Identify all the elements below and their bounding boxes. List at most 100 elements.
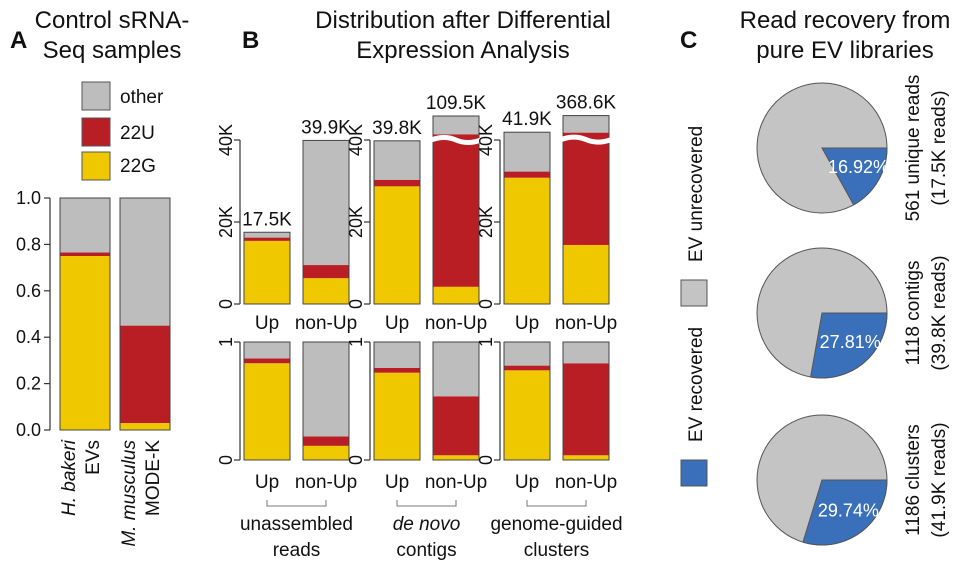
count-x-label: non-Up [295, 313, 357, 334]
bar-de-novo-contigs-up-other [374, 140, 420, 180]
bar-total-label: 109.5K [426, 93, 487, 114]
fraction-bar-outline [562, 341, 610, 461]
count-x-label: Up [255, 313, 279, 334]
fraction-bar-de-novo-contigs-up-22u [374, 367, 420, 373]
bar-outline-unassembled-reads-non-up [302, 139, 350, 305]
pie-1-caption: (17.5K reads) [929, 90, 950, 205]
fraction-bar-unassembled-reads-up-22u [244, 358, 290, 364]
bar-genome-guided-clusters-non-up-other [563, 115, 609, 133]
fraction-bar-genome-guided-clusters-non-up-22g [563, 455, 609, 460]
panel-b-count-tick-label: 0 [476, 299, 496, 309]
panel-a-category-label: M. musculus [119, 440, 140, 547]
legend-swatch-22g [81, 151, 111, 181]
fraction-bar-de-novo-contigs-up-other [374, 342, 420, 368]
panel-a-title-line-1: Control sRNA- [35, 7, 190, 34]
count-x-label: non-Up [425, 313, 487, 334]
panel-b-title-line-1: Distribution after Differential [315, 7, 611, 34]
fraction-bar-de-novo-contigs-non-up-22g [433, 455, 479, 460]
pie-3-caption: (41.9K reads) [929, 422, 950, 537]
bar-h-bakeri-evs-other [60, 198, 110, 253]
panel-b-title-line-2: Expression Analysis [356, 37, 569, 64]
panel-a-y-tick-label: 1.0 [16, 188, 41, 208]
bar-total-label: 39.8K [372, 118, 422, 139]
fraction-x-label: non-Up [295, 472, 357, 493]
panel-a-letter: A [10, 27, 27, 54]
axis-break-mark [560, 134, 612, 145]
fraction-bar-outline [243, 341, 291, 461]
legend-swatch-ev-unrecovered [680, 279, 708, 307]
pie-1-caption: 561 unique reads [903, 75, 924, 222]
bar-total-label: 39.9K [301, 117, 351, 138]
bar-total-label: 368.6K [556, 93, 617, 114]
panel-c-letter: C [680, 27, 697, 54]
bar-outline-de-novo-contigs-up [373, 140, 421, 305]
panel-b-fraction-tick-label: 0 [476, 455, 496, 465]
bar-unassembled-reads-up-22u [244, 237, 290, 241]
bar-total-label: 17.5K [242, 209, 292, 230]
bar-m-musculus-mode-k-22u [120, 325, 170, 424]
fraction-bar-genome-guided-clusters-up-other [504, 342, 550, 366]
fraction-bar-de-novo-contigs-non-up-22u [433, 396, 479, 456]
fraction-x-label: Up [515, 472, 539, 493]
fraction-bar-genome-guided-clusters-up-22g [504, 370, 550, 460]
bar-genome-guided-clusters-up-22u [504, 171, 550, 178]
fraction-bar-genome-guided-clusters-non-up-22u [563, 363, 609, 456]
bar-genome-guided-clusters-up-other [504, 132, 550, 172]
fraction-bar-outline [373, 341, 421, 461]
panel-a-category-label: H. bakeri [59, 439, 80, 516]
pie-2-caption: 1118 contigs [903, 261, 924, 366]
fraction-x-label: Up [385, 472, 409, 493]
panel-a-y-tick-label: 0.2 [16, 374, 41, 394]
fraction-bar-de-novo-contigs-up-22g [374, 372, 420, 460]
fraction-x-label: non-Up [425, 472, 487, 493]
bar-unassembled-reads-non-up-other [303, 140, 349, 266]
group-label: reads [273, 540, 321, 561]
bar-genome-guided-clusters-non-up-22u [563, 132, 609, 245]
panel-b-fraction-tick-label: 0 [346, 455, 366, 465]
legend-label-ev-unrecovered: EV unrecovered [686, 126, 707, 262]
fraction-bar-unassembled-reads-non-up-other [303, 342, 349, 437]
fraction-bar-unassembled-reads-non-up-22u [303, 436, 349, 446]
bar-h-bakeri-evs-22g [60, 256, 110, 430]
pie-3-caption: 1186 clusters [903, 424, 924, 536]
bar-unassembled-reads-non-up-22g [303, 278, 349, 304]
bar-unassembled-reads-non-up-22u [303, 265, 349, 279]
pie-3-percent-label: 29.74% [818, 500, 879, 520]
bar-total-label: 41.9K [502, 109, 552, 130]
legend-label-other: other [120, 87, 164, 108]
group-label: clusters [524, 540, 589, 561]
group-label: contigs [396, 540, 456, 561]
bar-outline-h-bakeri-evs [59, 197, 111, 431]
group-label: de novo [393, 514, 461, 535]
panel-b-chart: 0 20K 40K 17.5K 39.9K 0 1 Up Up non-Up non-Up unass… [216, 93, 623, 561]
fraction-bar-genome-guided-clusters-non-up-other [563, 342, 609, 364]
panel-b-count-tick-label: 20K [476, 206, 496, 238]
bar-m-musculus-mode-k-other [120, 198, 170, 326]
panel-b-fraction-tick-label: 1 [216, 337, 236, 347]
panel-b-count-tick-label: 0 [346, 299, 366, 309]
fraction-bar-genome-guided-clusters-up-22u [504, 365, 550, 371]
legend-swatch-other [81, 81, 111, 111]
bar-outline-m-musculus-mode-k [119, 197, 171, 431]
panel-a-title-line-2: Seq samples [43, 37, 182, 64]
group-label: unassembled [240, 514, 353, 535]
bar-de-novo-contigs-non-up-22g [433, 286, 479, 304]
bar-outline-de-novo-contigs-non-up [432, 115, 480, 305]
legend-label-22u: 22U [120, 123, 155, 144]
count-x-label: Up [515, 313, 539, 334]
panel-a-y-tick-label: 0.8 [16, 234, 41, 254]
panel-c-title-line-1: Read recovery from [740, 7, 951, 34]
bar-outline-genome-guided-clusters-up [503, 131, 551, 305]
legend-label-ev-recovered: EV recovered [686, 327, 707, 442]
pie-1-slice-recovered [821, 147, 888, 206]
panel-a-category-label: EVs [83, 440, 104, 475]
panel-b-fraction-tick-label: 1 [346, 337, 366, 347]
pie-3-slice-recovered [802, 479, 888, 546]
bar-h-bakeri-evs-22u [60, 252, 110, 256]
pie-2-slice-recovered [810, 312, 888, 379]
bar-de-novo-contigs-non-up-other [433, 116, 479, 135]
fraction-bar-unassembled-reads-up-22g [244, 363, 290, 460]
bar-unassembled-reads-up-other [244, 232, 290, 238]
panel-a-y-tick-label: 0.4 [16, 327, 41, 347]
bar-de-novo-contigs-non-up-22u [433, 134, 479, 287]
